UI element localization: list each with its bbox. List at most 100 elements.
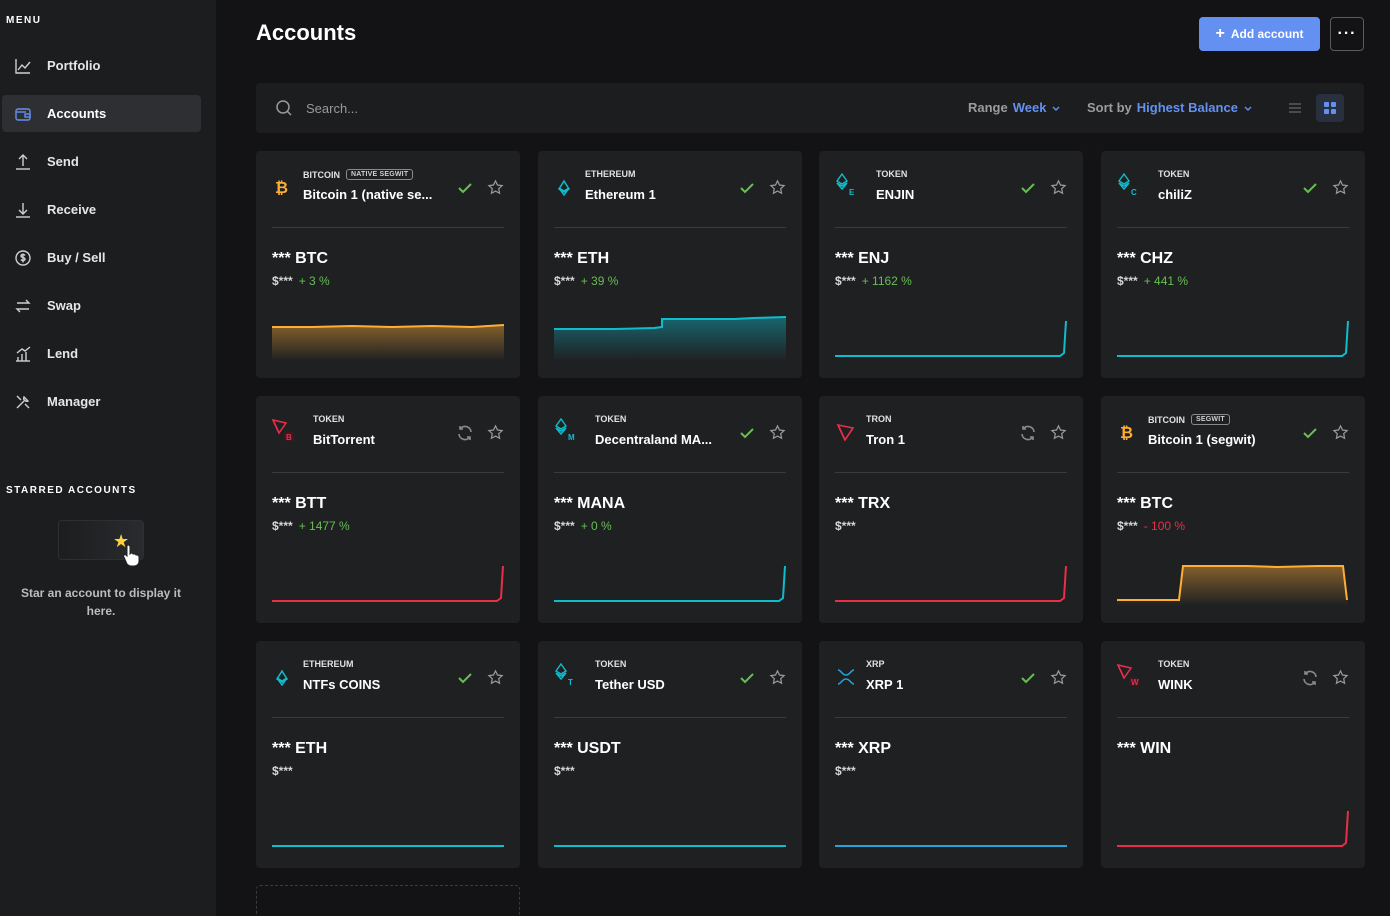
receive-icon (16, 202, 30, 218)
currency-icon-wrap: C (1117, 172, 1139, 197)
grid-view-button[interactable] (1316, 94, 1344, 122)
sidebar-item-accounts[interactable]: Accounts (2, 95, 201, 132)
pointer-hand-icon (123, 544, 140, 567)
sync-status (738, 424, 756, 442)
category-label: XRP (866, 659, 885, 669)
star-button[interactable] (769, 179, 786, 196)
fiat-balance: $*** (835, 764, 856, 778)
search-input[interactable] (306, 97, 806, 119)
send-icon (16, 153, 30, 170)
account-card[interactable]: ETHEREUM NTFs COINS *** ETH $*** (256, 641, 520, 868)
card-divider (835, 472, 1067, 473)
list-view-button[interactable] (1282, 95, 1308, 121)
account-name: chiliZ (1158, 187, 1192, 202)
check-icon (1021, 183, 1035, 194)
svg-text:B: B (286, 433, 292, 442)
account-card[interactable]: M TOKEN Decentraland MA... *** MANA $***… (538, 396, 802, 623)
dollar-icon (15, 249, 31, 266)
account-name: NTFs COINS (303, 677, 381, 692)
account-card[interactable]: ₿ BITCOIN SEGWIT Bitcoin 1 (segwit) *** B… (1101, 396, 1365, 623)
account-card[interactable]: E TOKEN ENJIN *** ENJ $*** + 1162 % (819, 151, 1083, 378)
svg-text:M: M (568, 433, 575, 442)
sidebar: MENU Portfolio Accounts Send Receive Buy… (0, 0, 216, 916)
tron-icon (836, 423, 855, 442)
sidebar-item-buy-sell[interactable]: Buy / Sell (2, 239, 201, 276)
sidebar-item-receive[interactable]: Receive (2, 191, 201, 228)
sidebar-item-send[interactable]: Send (2, 143, 201, 180)
account-category: TOKEN (1158, 659, 1189, 669)
list-icon (1289, 103, 1301, 113)
check-icon (740, 428, 754, 439)
star-button[interactable] (487, 669, 504, 686)
fiat-value: $*** (272, 274, 293, 288)
currency-icon-wrap (835, 421, 857, 443)
sidebar-item-manager[interactable]: Manager (2, 383, 201, 420)
tools-icon (16, 395, 30, 408)
crypto-balance: *** ENJ (835, 250, 890, 267)
sidebar-nav: Portfolio Accounts Send Receive Buy / Se… (2, 47, 201, 431)
sidebar-item-swap[interactable]: Swap (2, 287, 201, 324)
svg-text:W: W (1131, 678, 1139, 687)
more-options-button[interactable]: ··· (1330, 17, 1364, 51)
star-button[interactable] (1332, 669, 1349, 686)
star-button[interactable] (1332, 179, 1349, 196)
sort-label: Sort by (1087, 100, 1132, 115)
fiat-value: $*** (835, 519, 856, 533)
crypto-balance: *** BTC (1117, 495, 1174, 512)
ethereum-icon (557, 179, 571, 197)
account-category: BITCOIN SEGWIT (1148, 414, 1230, 425)
ethereum-token-icon: C (1117, 172, 1137, 197)
star-button[interactable] (769, 669, 786, 686)
account-card[interactable]: W TOKEN WINK *** WIN (1101, 641, 1365, 868)
balance-change: + 1477 % (298, 519, 350, 533)
fiat-value: $*** (835, 764, 856, 778)
account-category: TOKEN (1158, 169, 1189, 179)
sort-value: Highest Balance (1136, 100, 1238, 115)
account-card[interactable]: XRP XRP 1 *** XRP $*** (819, 641, 1083, 868)
balance-sparkline (835, 320, 1067, 357)
star-button[interactable] (487, 424, 504, 441)
account-card[interactable]: C TOKEN chiliZ *** CHZ $*** + 441 % (1101, 151, 1365, 378)
account-card[interactable]: TRON Tron 1 *** TRX $*** (819, 396, 1083, 623)
sync-status (1019, 669, 1037, 687)
account-card[interactable]: B TOKEN BitTorrent *** BTT $*** + 1477 % (256, 396, 520, 623)
lend-icon (16, 345, 31, 362)
crypto-balance: *** TRX (835, 495, 891, 512)
account-name: Decentraland MA... (595, 432, 713, 447)
sync-status (738, 669, 756, 687)
star-button[interactable] (1332, 424, 1349, 441)
check-icon (740, 673, 754, 684)
balance-change: + 1162 % (861, 274, 912, 288)
sidebar-item-lend[interactable]: Lend (2, 335, 201, 372)
account-name: WINK (1158, 677, 1193, 692)
account-card[interactable]: T TOKEN Tether USD *** USDT $*** (538, 641, 802, 868)
sync-status (456, 424, 474, 442)
fiat-value: $*** (272, 519, 293, 533)
star-button[interactable] (769, 424, 786, 441)
star-outline-icon (1332, 179, 1349, 195)
sidebar-item-portfolio[interactable]: Portfolio (2, 47, 201, 84)
more-icon: ··· (1337, 25, 1357, 42)
star-button[interactable] (1050, 179, 1067, 196)
account-category: ETHEREUM (585, 169, 636, 179)
star-button[interactable] (1050, 669, 1067, 686)
sort-select[interactable]: Sort by Highest Balance (1087, 100, 1253, 115)
star-button[interactable] (1050, 424, 1067, 441)
starred-empty-text: Star an account to display it here. (20, 586, 182, 618)
fiat-balance: $*** + 39 % (554, 274, 618, 288)
category-label: TRON (866, 414, 892, 424)
card-divider (1117, 472, 1349, 473)
star-button[interactable] (487, 179, 504, 196)
wallet-icon (15, 107, 31, 121)
balance-sparkline (835, 845, 1067, 847)
page-title: Accounts (256, 20, 357, 45)
account-card[interactable]: ETHEREUM Ethereum 1 *** ETH $*** + 39 % (538, 151, 802, 378)
range-select[interactable]: Range Week (968, 100, 1061, 115)
account-category: BITCOIN NATIVE SEGWIT (303, 169, 414, 180)
account-card[interactable]: ₿ BITCOIN NATIVE SEGWIT Bitcoin 1 (native… (256, 151, 520, 378)
xrp-icon (837, 669, 855, 685)
fiat-balance: $*** (554, 764, 575, 778)
add-account-button[interactable]: + Add account (1199, 17, 1320, 51)
sync-status (1019, 424, 1037, 442)
account-name: ENJIN (876, 187, 915, 202)
